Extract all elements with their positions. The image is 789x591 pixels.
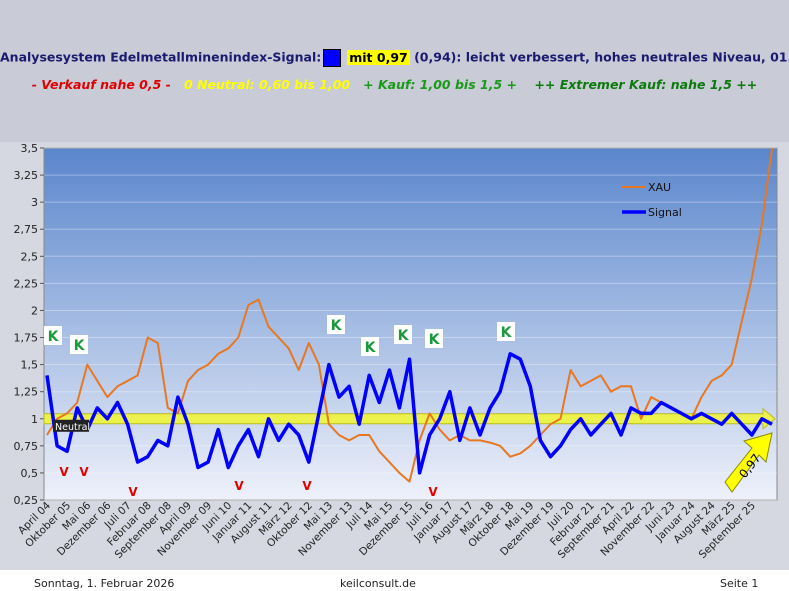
buy-mark: K	[398, 328, 410, 344]
y-tick-label: 1,5	[21, 359, 39, 372]
buy-mark: K	[429, 332, 441, 348]
y-tick-label: 1	[31, 413, 38, 426]
buy-box	[44, 326, 62, 345]
legend-label: Signal	[648, 206, 682, 219]
footer-site: keilconsult.de	[340, 577, 416, 590]
buy-box	[425, 329, 443, 348]
legend-label: XAU	[648, 181, 671, 194]
scale-legend: - Verkauf nahe 0,5 - 0 Neutral: 0,60 bis…	[0, 77, 789, 92]
footer-date: Sonntag, 1. Februar 2026	[34, 577, 175, 590]
scale-neutral: 0 Neutral: 0,60 bis 1,00	[183, 77, 351, 92]
scale-buy: + Kauf: 1,00 bis 1,5 +	[363, 77, 517, 92]
title: Analysesystem Edelmetallminenindex-Signa…	[0, 49, 789, 67]
footer-page: Seite 1	[720, 577, 759, 590]
buy-box	[70, 335, 88, 354]
series-line	[46, 147, 773, 483]
y-tick-label: 3	[31, 196, 38, 209]
sell-mark: V	[428, 485, 438, 499]
buy-box	[497, 322, 515, 341]
y-tick-label: 0,5	[21, 467, 39, 480]
chart: 0,25 0,5 0,75 1 1,25 1,5 1,75 2 2,25 2,5 2,75 3 3,25…	[0, 142, 789, 570]
current-arrow	[724, 432, 773, 493]
y-tick-label: 2,75	[14, 223, 39, 236]
neutral-box	[53, 419, 89, 432]
sell-mark: V	[128, 485, 138, 499]
buy-mark: K	[74, 338, 86, 354]
sell-mark: V	[79, 465, 89, 479]
signal-swatch	[323, 49, 342, 67]
buy-box	[394, 325, 412, 344]
series-line	[45, 352, 773, 475]
scale-sell: - Verkauf nahe 0,5 -	[31, 77, 171, 92]
title-highlight: mit 0,97	[347, 49, 410, 65]
y-tick-label: 2	[31, 304, 38, 317]
y-tick-label: 3,5	[21, 142, 39, 155]
title-prefix: Analysesystem Edelmetallminenindex-Signa…	[0, 49, 322, 65]
buy-mark: K	[365, 340, 377, 356]
header: Analysesystem Edelmetallminenindex-Signa…	[0, 0, 789, 142]
neutral-label: Neutral	[55, 422, 90, 433]
buy-box	[361, 337, 379, 356]
y-tick-label: 2,25	[14, 277, 39, 290]
scale-extreme: ++ Extremer Kauf: nahe 1,5 ++	[534, 77, 758, 92]
sell-mark: V	[302, 479, 312, 493]
sell-mark: V	[59, 465, 69, 479]
y-tick-label: 3,25	[14, 169, 39, 182]
y-tick-label: 2,5	[21, 250, 39, 263]
buy-box	[327, 315, 345, 334]
buy-mark: K	[331, 318, 343, 334]
buy-mark: K	[501, 325, 513, 341]
sell-mark: V	[234, 479, 244, 493]
y-tick-label: 1,75	[14, 332, 39, 345]
title-rest: (0,94): leicht verbessert, hohes neutral…	[414, 49, 789, 65]
plot-area	[43, 147, 778, 501]
y-tick-label: 0,25	[14, 494, 39, 507]
y-tick-label: 0,75	[14, 440, 39, 453]
y-tick-label: 1,25	[14, 386, 39, 399]
buy-mark: K	[48, 329, 60, 345]
